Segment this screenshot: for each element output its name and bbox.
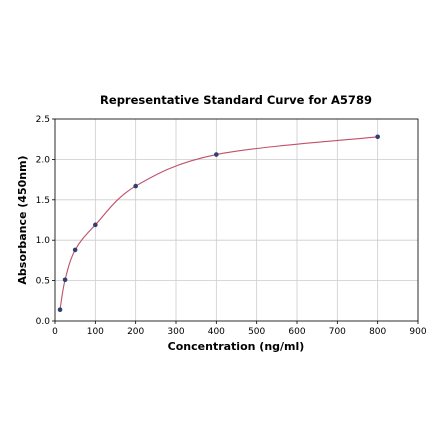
x-tick-label: 200 [127, 327, 144, 337]
x-tick-label: 800 [369, 327, 386, 337]
fit-curve [59, 136, 378, 310]
data-points [57, 134, 380, 312]
data-point [57, 307, 63, 312]
x-tick-label: 300 [167, 327, 184, 337]
y-tick-label: 2.5 [36, 115, 50, 125]
data-point [62, 277, 68, 283]
data-point [133, 183, 138, 189]
x-tick-label: 600 [288, 327, 305, 337]
x-axis-label: Concentration (ng/ml) [168, 340, 305, 353]
axis-ticks [52, 118, 419, 324]
x-tick-label: 0 [52, 327, 58, 337]
y-tick-label: 1.5 [36, 196, 50, 206]
x-tick-labels: 0 100 200 300 400 500 600 700 800 900 [52, 327, 427, 337]
data-point [93, 222, 98, 228]
y-tick-label: 0.5 [36, 277, 50, 287]
y-tick-label: 0.0 [36, 317, 51, 327]
y-tick-label: 1.0 [36, 236, 51, 246]
grid [54, 118, 419, 322]
x-tick-label: 700 [329, 327, 346, 337]
data-point [375, 134, 380, 140]
x-tick-label: 400 [208, 327, 225, 337]
y-tick-label: 2.0 [36, 155, 51, 165]
data-point [214, 152, 219, 157]
plot-frame [54, 118, 419, 322]
data-point [72, 247, 78, 253]
y-tick-labels: 0.0 0.5 1.0 1.5 2.0 2.5 [36, 115, 51, 327]
y-axis-label: Absorbance (450nm) [16, 155, 29, 284]
x-tick-label: 100 [87, 327, 104, 337]
chart-title: Representative Standard Curve for A5789 [100, 93, 372, 107]
x-tick-label: 500 [248, 327, 265, 337]
x-tick-label: 900 [409, 327, 426, 337]
